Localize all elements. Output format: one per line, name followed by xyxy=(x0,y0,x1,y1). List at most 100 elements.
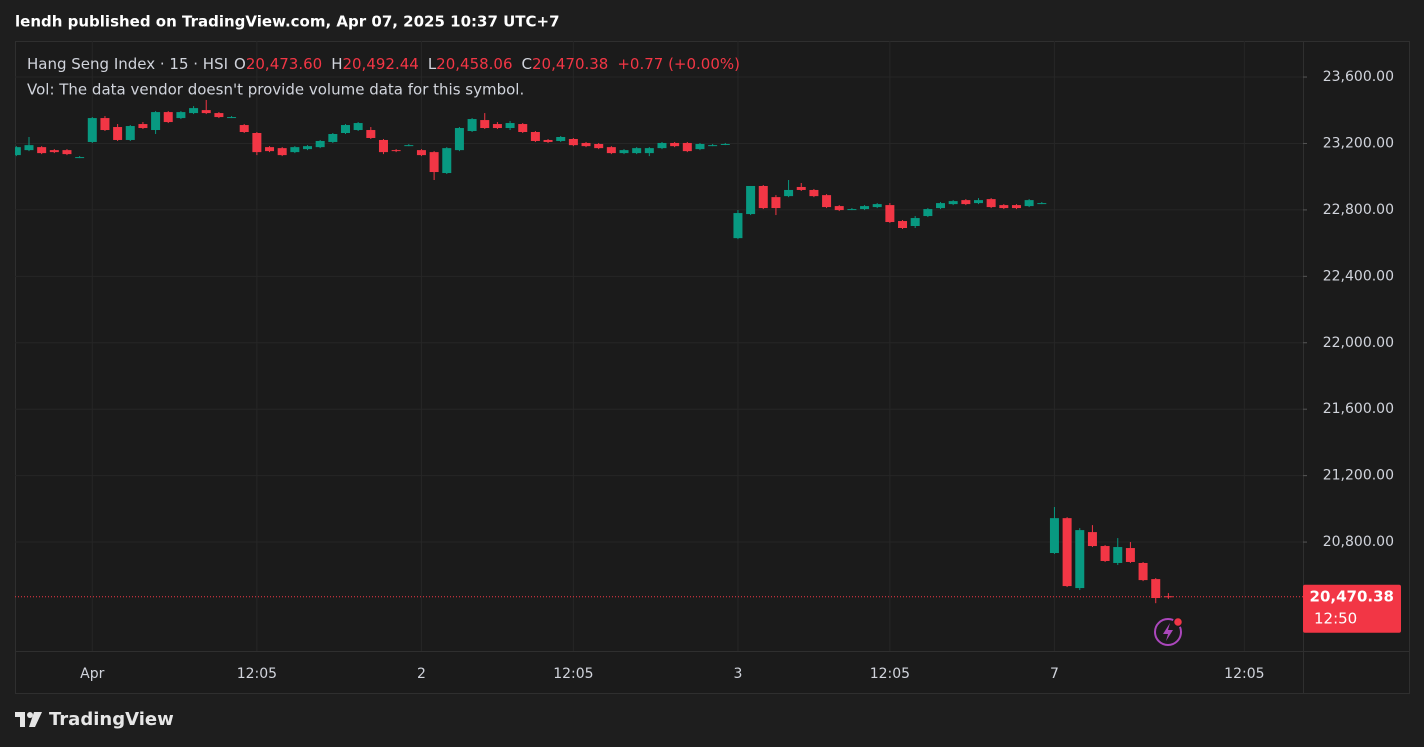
last-price-tag xyxy=(1303,584,1401,633)
candle-body xyxy=(100,118,110,131)
candle-body xyxy=(581,142,591,147)
candle-body xyxy=(24,145,34,151)
candle-body xyxy=(391,150,401,152)
candle-body xyxy=(366,130,376,138)
y-tick-label: 22,400.00 xyxy=(1323,268,1394,284)
y-tick-label: 21,200.00 xyxy=(1323,468,1394,484)
candle-body xyxy=(315,140,325,148)
candle-body xyxy=(784,189,794,197)
candle-body xyxy=(758,185,768,209)
candle-body xyxy=(1125,548,1135,562)
candle-body xyxy=(670,142,680,147)
candle-body xyxy=(1075,530,1085,589)
candle-body xyxy=(151,112,161,131)
candle-body xyxy=(290,147,300,153)
candle-body xyxy=(492,124,502,129)
legend-value: 20,470.38 xyxy=(532,55,608,73)
logo-shape xyxy=(27,712,33,718)
legend-key: H xyxy=(331,55,342,73)
legend-key: C xyxy=(522,55,532,73)
candle-body xyxy=(644,148,654,154)
candle-body xyxy=(809,189,819,197)
candle-body xyxy=(201,110,211,114)
candle-body xyxy=(1049,518,1059,554)
candle-body xyxy=(771,197,781,209)
y-tick-label: 22,000.00 xyxy=(1323,335,1394,351)
candle-body xyxy=(49,150,59,153)
alert-dot xyxy=(1172,616,1184,628)
alert-icon[interactable] xyxy=(1154,616,1184,646)
candle-body xyxy=(1024,200,1034,207)
candle-body xyxy=(214,113,224,118)
candle-body xyxy=(543,139,553,142)
last-price-time: 12:50 xyxy=(1314,609,1357,627)
x-tick-label: 2 xyxy=(417,666,426,682)
candle-body xyxy=(113,127,123,140)
candle-body xyxy=(15,147,21,156)
candle-body xyxy=(898,221,908,229)
candle-body xyxy=(530,132,540,141)
brand-logo: TradingView xyxy=(15,709,174,730)
candle-body xyxy=(948,201,958,205)
candle-body xyxy=(1113,547,1123,563)
candle-body xyxy=(252,133,262,153)
legend-line: Hang Seng Index · 15 · HSI O20,473.60 H20,… xyxy=(27,55,740,73)
x-tick-label: 12:05 xyxy=(1224,666,1264,682)
candle-body xyxy=(1062,518,1072,587)
x-tick-label: 12:05 xyxy=(553,666,593,682)
candle-body xyxy=(682,142,692,152)
candle-body xyxy=(340,125,350,134)
legend-change: +0.77 (+0.00%) xyxy=(617,55,740,73)
candle-body xyxy=(442,148,452,174)
candle-body xyxy=(378,139,388,153)
candle-body xyxy=(163,112,173,123)
x-tick-label: 12:05 xyxy=(237,666,277,682)
candle-body xyxy=(189,108,199,114)
legend-value: 20,458.06 xyxy=(436,55,512,73)
alert-bolt xyxy=(1163,623,1173,641)
candle-body xyxy=(594,143,604,149)
volume-note: Vol: The data vendor doesn't provide vol… xyxy=(27,81,524,99)
candle-body xyxy=(796,186,806,190)
candle-body xyxy=(910,218,920,227)
symbol: Hang Seng Index · 15 · HSI xyxy=(27,55,228,73)
legend-value: 20,492.44 xyxy=(342,55,418,73)
y-tick-label: 22,800.00 xyxy=(1323,202,1394,218)
candle-body xyxy=(480,120,490,129)
candle-body xyxy=(657,142,667,149)
last-price-label: 20,470.38 xyxy=(1310,587,1394,605)
candle-body xyxy=(1163,596,1173,598)
candle-body xyxy=(1151,579,1161,599)
x-tick-label: 3 xyxy=(733,666,742,682)
candle-body xyxy=(353,123,363,131)
candle-body xyxy=(847,209,857,211)
alert-ring xyxy=(1154,618,1182,646)
candle-body xyxy=(37,147,47,154)
candle-body xyxy=(733,213,743,239)
candle-body xyxy=(328,134,338,142)
candle-body xyxy=(720,143,730,145)
x-tick-label: 7 xyxy=(1050,666,1059,682)
grid xyxy=(15,41,1303,651)
candle-body xyxy=(860,206,870,210)
candle-body xyxy=(239,125,249,133)
candle-body xyxy=(62,150,72,155)
candle-body xyxy=(303,146,313,150)
candle-body xyxy=(746,185,756,215)
chart-frame xyxy=(15,41,1410,694)
x-tick-label: 12:05 xyxy=(870,666,910,682)
candle-body xyxy=(834,206,844,211)
y-tick-label: 21,600.00 xyxy=(1323,401,1394,417)
candle-body xyxy=(822,195,832,208)
candle-body xyxy=(1037,203,1047,205)
publish-title: lendh published on TradingView.com, Apr … xyxy=(15,13,560,31)
legend-key: L xyxy=(428,55,437,73)
candle-body xyxy=(986,199,996,208)
y-tick-label: 23,200.00 xyxy=(1323,135,1394,151)
legend-value: 20,473.60 xyxy=(246,55,322,73)
y-tick-label: 20,800.00 xyxy=(1323,534,1394,550)
candle-body xyxy=(923,209,933,217)
candle-body xyxy=(632,148,642,154)
y-tick-label: 23,600.00 xyxy=(1323,69,1394,85)
